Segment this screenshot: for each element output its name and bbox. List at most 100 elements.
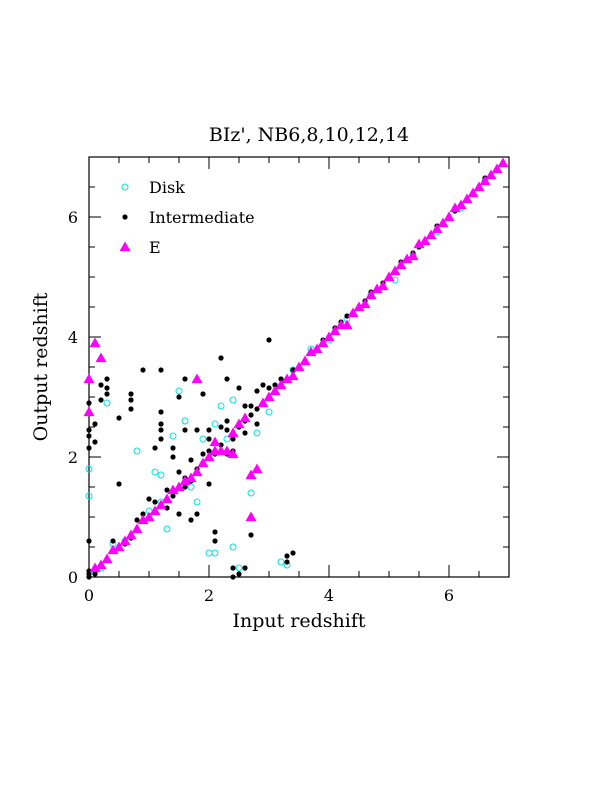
series-disk	[85, 177, 489, 575]
data-point	[98, 397, 104, 403]
data-point	[86, 400, 92, 406]
data-point	[245, 469, 257, 480]
data-point	[218, 355, 224, 361]
data-point	[86, 538, 92, 544]
data-point	[197, 457, 209, 468]
legend-marker-disk	[121, 183, 129, 191]
data-point	[347, 307, 359, 318]
data-point	[95, 559, 107, 570]
data-point	[266, 337, 272, 343]
data-point	[284, 559, 290, 565]
data-point	[182, 376, 188, 382]
x-tick-label: 4	[324, 586, 334, 605]
data-point	[425, 229, 437, 240]
data-point	[353, 301, 365, 312]
data-point	[269, 385, 281, 396]
data-point	[104, 385, 110, 391]
data-point	[311, 343, 323, 354]
data-point	[224, 427, 230, 433]
data-point	[248, 532, 254, 538]
data-point	[497, 157, 509, 168]
data-point	[221, 445, 233, 456]
data-point	[194, 427, 200, 433]
legend-label-disk: Disk	[149, 178, 185, 197]
data-point	[341, 319, 353, 330]
data-point	[217, 402, 225, 410]
data-point	[230, 574, 236, 580]
data-point	[290, 550, 296, 556]
data-point	[247, 489, 255, 497]
data-point	[85, 465, 93, 473]
legend: Disk Intermediate E	[119, 178, 255, 257]
data-point	[242, 430, 248, 436]
data-point	[176, 394, 182, 400]
data-point	[227, 427, 239, 438]
data-point	[119, 535, 131, 546]
data-point	[137, 514, 149, 525]
data-point	[203, 451, 215, 462]
data-point	[182, 484, 188, 490]
data-point	[265, 408, 273, 416]
data-point	[236, 385, 242, 391]
data-point	[125, 529, 137, 540]
data-point	[359, 298, 371, 309]
data-point	[170, 445, 176, 451]
data-point	[86, 568, 92, 574]
data-point	[194, 511, 200, 517]
data-point	[443, 211, 455, 222]
data-point	[206, 436, 212, 442]
data-point	[305, 346, 317, 357]
data-point	[437, 217, 449, 228]
data-point	[113, 541, 125, 552]
data-point	[92, 421, 98, 427]
data-point	[389, 265, 401, 276]
y-tick-label: 4	[68, 328, 78, 347]
y-tick-labels: 0 2 4 6	[68, 208, 78, 587]
data-point	[95, 352, 107, 363]
data-point	[257, 397, 269, 408]
data-point	[182, 427, 188, 433]
data-point	[155, 499, 167, 510]
data-point	[253, 429, 261, 437]
data-point	[242, 565, 248, 571]
data-point	[401, 253, 413, 264]
data-point	[143, 511, 155, 522]
data-point	[254, 388, 260, 394]
data-point	[407, 250, 419, 261]
data-point	[140, 367, 146, 373]
data-point	[323, 331, 335, 342]
data-point	[223, 435, 231, 443]
data-point	[170, 493, 176, 499]
legend-symbol	[122, 214, 128, 220]
data-point	[140, 511, 146, 517]
data-point	[107, 544, 119, 555]
data-point	[467, 187, 479, 198]
data-point	[164, 505, 170, 511]
data-point	[227, 448, 239, 459]
data-point	[152, 499, 158, 505]
data-point	[245, 511, 257, 522]
data-point	[236, 571, 242, 577]
data-point	[146, 496, 152, 502]
data-point	[173, 481, 185, 492]
data-point	[128, 406, 134, 412]
data-point	[158, 427, 164, 433]
data-point	[103, 399, 111, 407]
chart-title: BIz', NB6,8,10,12,14	[209, 124, 409, 146]
data-point	[206, 448, 212, 454]
data-point	[449, 202, 461, 213]
data-point	[218, 424, 224, 430]
data-point	[176, 469, 182, 475]
data-point	[277, 558, 285, 566]
data-point	[377, 280, 389, 291]
axis-ticks	[89, 157, 509, 577]
data-point	[167, 484, 179, 495]
data-point	[151, 468, 159, 476]
data-point	[163, 525, 171, 533]
data-point	[251, 463, 263, 474]
data-point	[395, 259, 407, 270]
data-point	[128, 391, 134, 397]
data-point	[419, 235, 431, 246]
data-point	[233, 418, 245, 429]
data-point	[235, 564, 243, 572]
